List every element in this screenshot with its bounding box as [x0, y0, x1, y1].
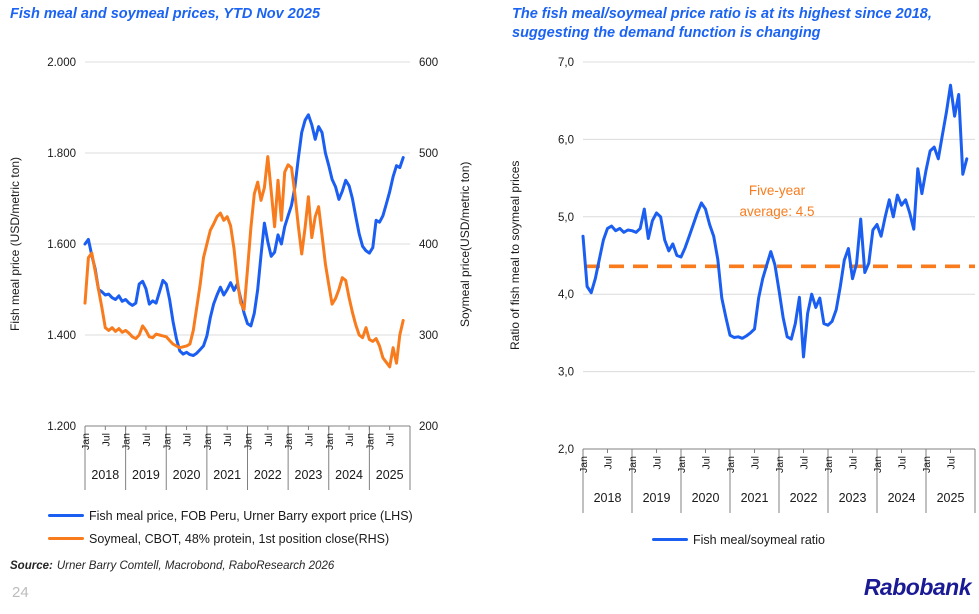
svg-text:2023: 2023 — [839, 491, 867, 505]
svg-text:600: 600 — [419, 57, 438, 69]
svg-text:Jul: Jul — [701, 456, 713, 469]
svg-text:400: 400 — [419, 239, 438, 251]
right-chart-title-line-1: The fish meal/soymeal price ratio is at … — [512, 6, 932, 22]
legend-item-fishmeal: Fish meal price, FOB Peru, Urner Barry e… — [48, 504, 413, 527]
source-text: Urner Barry Comtell, Macrobond, RaboRese… — [56, 560, 335, 572]
soymeal-legend-label: Soymeal, CBOT, 48% protein, 1st position… — [89, 531, 390, 546]
svg-text:Jan: Jan — [921, 456, 933, 473]
svg-text:Jul: Jul — [750, 456, 762, 469]
svg-text:Jul: Jul — [263, 433, 275, 446]
svg-text:2020: 2020 — [173, 468, 201, 482]
page-number: 24 — [12, 584, 29, 601]
svg-text:Jan: Jan — [121, 433, 133, 450]
svg-text:1.200: 1.200 — [47, 421, 76, 433]
svg-text:Jan: Jan — [364, 433, 376, 450]
svg-text:1.600: 1.600 — [47, 239, 76, 251]
svg-text:2022: 2022 — [790, 491, 818, 505]
svg-text:2,0: 2,0 — [558, 444, 574, 456]
annotation-line-2: average: 4.5 — [739, 204, 815, 219]
left-chart-title: Fish meal and soymeal prices, YTD Nov 20… — [10, 6, 321, 22]
svg-text:1.800: 1.800 — [47, 148, 76, 160]
svg-text:Jan: Jan — [676, 456, 688, 473]
svg-text:2021: 2021 — [741, 491, 769, 505]
svg-text:2018: 2018 — [594, 491, 622, 505]
svg-text:Jan: Jan — [243, 433, 255, 450]
right-chart-legend: Fish meal/soymeal ratio — [652, 528, 825, 551]
rabobank-logo: Rabobank — [863, 574, 972, 600]
svg-text:Jul: Jul — [946, 456, 958, 469]
svg-text:3,0: 3,0 — [558, 367, 574, 379]
svg-text:2019: 2019 — [643, 491, 671, 505]
svg-text:1.400: 1.400 — [47, 330, 76, 342]
svg-text:2021: 2021 — [213, 468, 241, 482]
svg-text:4,0: 4,0 — [558, 289, 574, 301]
soymeal-axis-title: Soymeal price(USD/metric ton) — [458, 161, 472, 327]
svg-text:Jan: Jan — [161, 433, 173, 450]
svg-text:2025: 2025 — [376, 468, 404, 482]
svg-text:Jul: Jul — [603, 456, 615, 469]
fishmeal-axis-title: Fish meal price (USD/metric ton) — [8, 156, 22, 332]
svg-text:Jul: Jul — [182, 433, 194, 446]
svg-text:Jan: Jan — [283, 433, 295, 450]
svg-text:Jan: Jan — [80, 433, 92, 450]
svg-text:500: 500 — [419, 148, 438, 160]
ratio-axis-title: Ratio of fish meal to soymeal prices — [508, 160, 522, 351]
svg-text:2025: 2025 — [937, 491, 965, 505]
svg-text:300: 300 — [419, 330, 438, 342]
svg-text:2020: 2020 — [692, 491, 720, 505]
svg-text:Jul: Jul — [141, 433, 153, 446]
svg-text:Jul: Jul — [848, 456, 860, 469]
svg-text:Jan: Jan — [202, 433, 214, 450]
fishmeal-legend-label: Fish meal price, FOB Peru, Urner Barry e… — [89, 508, 413, 523]
source-label: Source: — [10, 560, 53, 572]
svg-text:Jul: Jul — [385, 433, 397, 446]
svg-text:Jul: Jul — [897, 456, 909, 469]
ratio-line-swatch — [652, 537, 688, 542]
svg-text:Jul: Jul — [344, 433, 356, 446]
svg-text:Jul: Jul — [100, 433, 112, 446]
svg-text:Jan: Jan — [725, 456, 737, 473]
ratio-legend-label: Fish meal/soymeal ratio — [693, 532, 825, 547]
svg-text:Jan: Jan — [324, 433, 336, 450]
svg-text:5,0: 5,0 — [558, 212, 574, 224]
svg-text:2019: 2019 — [132, 468, 160, 482]
left-chart-legend: Fish meal price, FOB Peru, Urner Barry e… — [48, 504, 413, 550]
right-chart-title-line-2: suggesting the demand function is changi… — [512, 25, 821, 41]
svg-text:2024: 2024 — [335, 468, 363, 482]
svg-text:2.000: 2.000 — [47, 57, 76, 69]
svg-text:2024: 2024 — [888, 491, 916, 505]
svg-text:Jul: Jul — [799, 456, 811, 469]
annotation-line-1: Five-year — [748, 183, 806, 198]
legend-item-soymeal: Soymeal, CBOT, 48% protein, 1st position… — [48, 527, 413, 550]
five-year-average-annotation: Five-year average: 4.5 — [688, 180, 866, 222]
svg-text:Jan: Jan — [823, 456, 835, 473]
svg-text:2018: 2018 — [91, 468, 119, 482]
legend-item-ratio: Fish meal/soymeal ratio — [652, 528, 825, 551]
svg-text:Jul: Jul — [222, 433, 234, 446]
svg-text:2023: 2023 — [295, 468, 323, 482]
svg-text:200: 200 — [419, 421, 438, 433]
svg-text:Jul: Jul — [303, 433, 315, 446]
svg-text:6,0: 6,0 — [558, 134, 574, 146]
svg-text:Jan: Jan — [774, 456, 786, 473]
svg-text:Jul: Jul — [652, 456, 664, 469]
source-line: Source: Urner Barry Comtell, Macrobond, R… — [10, 560, 334, 572]
svg-text:Jan: Jan — [872, 456, 884, 473]
soymeal-line-swatch — [48, 536, 84, 541]
svg-text:7,0: 7,0 — [558, 57, 574, 69]
svg-text:Jan: Jan — [627, 456, 639, 473]
svg-text:2022: 2022 — [254, 468, 282, 482]
right-chart-title: The fish meal/soymeal price ratio is at … — [512, 5, 977, 43]
fishmeal-line-swatch — [48, 513, 84, 518]
svg-text:Jan: Jan — [578, 456, 590, 473]
